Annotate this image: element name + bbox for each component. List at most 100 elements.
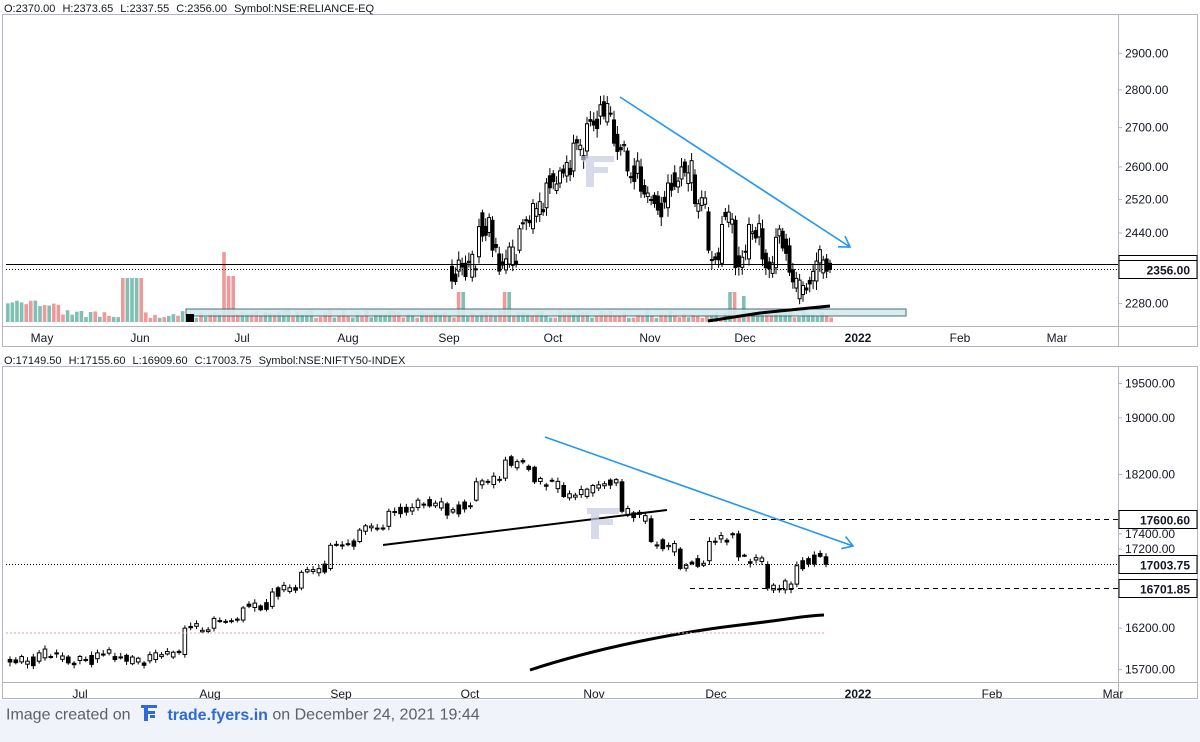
candle-body[interactable]: [357, 529, 363, 542]
candle-body[interactable]: [517, 228, 522, 251]
candle-body[interactable]: [696, 203, 701, 212]
candle-body[interactable]: [814, 260, 819, 282]
candle-body[interactable]: [659, 202, 664, 218]
candle-body[interactable]: [345, 543, 351, 546]
candle-body[interactable]: [561, 484, 567, 497]
candle-body[interactable]: [444, 503, 450, 516]
candle-body[interactable]: [246, 603, 252, 607]
candle-body[interactable]: [456, 504, 462, 515]
candle-body[interactable]: [477, 226, 481, 258]
candle-body[interactable]: [771, 584, 776, 591]
candle-body[interactable]: [287, 587, 293, 592]
candle-body[interactable]: [392, 511, 397, 514]
candle-body[interactable]: [503, 459, 508, 479]
candle-body[interactable]: [733, 219, 738, 269]
candle-body[interactable]: [95, 652, 100, 660]
candle-body[interactable]: [765, 564, 771, 589]
candle-body[interactable]: [264, 602, 269, 610]
candle-body[interactable]: [514, 461, 520, 469]
candle-body[interactable]: [493, 244, 498, 248]
candle-body[interactable]: [672, 543, 677, 553]
candle-body[interactable]: [689, 160, 694, 184]
candle-body[interactable]: [660, 539, 666, 550]
candle-body[interactable]: [351, 540, 357, 547]
candle-body[interactable]: [605, 103, 610, 123]
candle-body[interactable]: [794, 277, 799, 289]
candle-body[interactable]: [258, 605, 263, 611]
candle-body[interactable]: [170, 651, 176, 658]
candle-body[interactable]: [790, 269, 795, 283]
candle-body[interactable]: [716, 252, 721, 261]
candle-body[interactable]: [223, 620, 228, 623]
candle-body[interactable]: [571, 142, 576, 172]
candle-body[interactable]: [541, 209, 546, 213]
candle-body[interactable]: [615, 133, 620, 152]
candle-body[interactable]: [153, 652, 159, 661]
candle-body[interactable]: [31, 656, 36, 667]
candle-body[interactable]: [7, 659, 13, 663]
candle-body[interactable]: [159, 654, 164, 658]
candle-body[interactable]: [561, 168, 566, 174]
candle-body[interactable]: [801, 284, 805, 295]
candle-body[interactable]: [558, 170, 562, 184]
candle-body[interactable]: [229, 620, 234, 623]
candle-body[interactable]: [613, 479, 619, 484]
candle-body[interactable]: [466, 260, 471, 263]
candle-body[interactable]: [89, 654, 94, 665]
candle-body[interactable]: [598, 104, 603, 117]
candle-body[interactable]: [676, 180, 681, 188]
candle-body[interactable]: [322, 563, 328, 573]
candle-body[interactable]: [48, 656, 54, 659]
candle-body[interactable]: [491, 475, 497, 485]
candle-body[interactable]: [165, 651, 170, 655]
candle-body[interactable]: [763, 252, 768, 269]
candle-body[interactable]: [240, 607, 246, 621]
candle-body[interactable]: [275, 587, 281, 597]
candle-body[interactable]: [655, 195, 660, 211]
candle-body[interactable]: [706, 211, 711, 251]
candle-body[interactable]: [823, 556, 829, 565]
candle-body[interactable]: [718, 535, 724, 540]
candle-body[interactable]: [453, 273, 458, 283]
candle-body[interactable]: [635, 160, 640, 174]
candle-body[interactable]: [730, 218, 735, 225]
candle-body[interactable]: [625, 150, 630, 172]
candle-body[interactable]: [100, 653, 106, 656]
candle-body[interactable]: [591, 120, 596, 126]
candle-body[interactable]: [578, 144, 583, 151]
trendline[interactable]: [544, 436, 854, 547]
candle-body[interactable]: [217, 620, 223, 623]
candle-body[interactable]: [13, 659, 19, 664]
candle-body[interactable]: [750, 231, 755, 235]
candle-body[interactable]: [554, 183, 559, 192]
candle-body[interactable]: [666, 544, 671, 548]
candle-body[interactable]: [724, 539, 730, 543]
candle-body[interactable]: [628, 176, 633, 179]
candle-body[interactable]: [807, 279, 812, 285]
candle-body[interactable]: [83, 658, 89, 661]
candle-body[interactable]: [777, 228, 782, 237]
candle-body[interactable]: [514, 260, 519, 265]
candle-body[interactable]: [573, 494, 578, 498]
candle-body[interactable]: [794, 565, 800, 585]
candle-body[interactable]: [65, 656, 71, 664]
candle-body[interactable]: [588, 119, 593, 122]
candle-body[interactable]: [760, 228, 765, 260]
candle-body[interactable]: [555, 480, 561, 490]
candle-body[interactable]: [135, 657, 141, 663]
candle-body[interactable]: [130, 656, 135, 665]
candle-body[interactable]: [742, 554, 747, 557]
candle-body[interactable]: [524, 219, 529, 222]
candle-body[interactable]: [595, 118, 600, 130]
candle-body[interactable]: [479, 480, 485, 486]
candle-body[interactable]: [531, 203, 535, 230]
candle-body[interactable]: [596, 484, 601, 489]
candle-body[interactable]: [386, 510, 392, 527]
candle-body[interactable]: [712, 540, 718, 543]
candle-body[interactable]: [470, 253, 475, 278]
candle-body[interactable]: [699, 197, 704, 206]
candle-body[interactable]: [817, 249, 822, 264]
candle-body[interactable]: [460, 262, 465, 268]
candle-body[interactable]: [703, 197, 708, 205]
candle-body[interactable]: [759, 557, 765, 562]
